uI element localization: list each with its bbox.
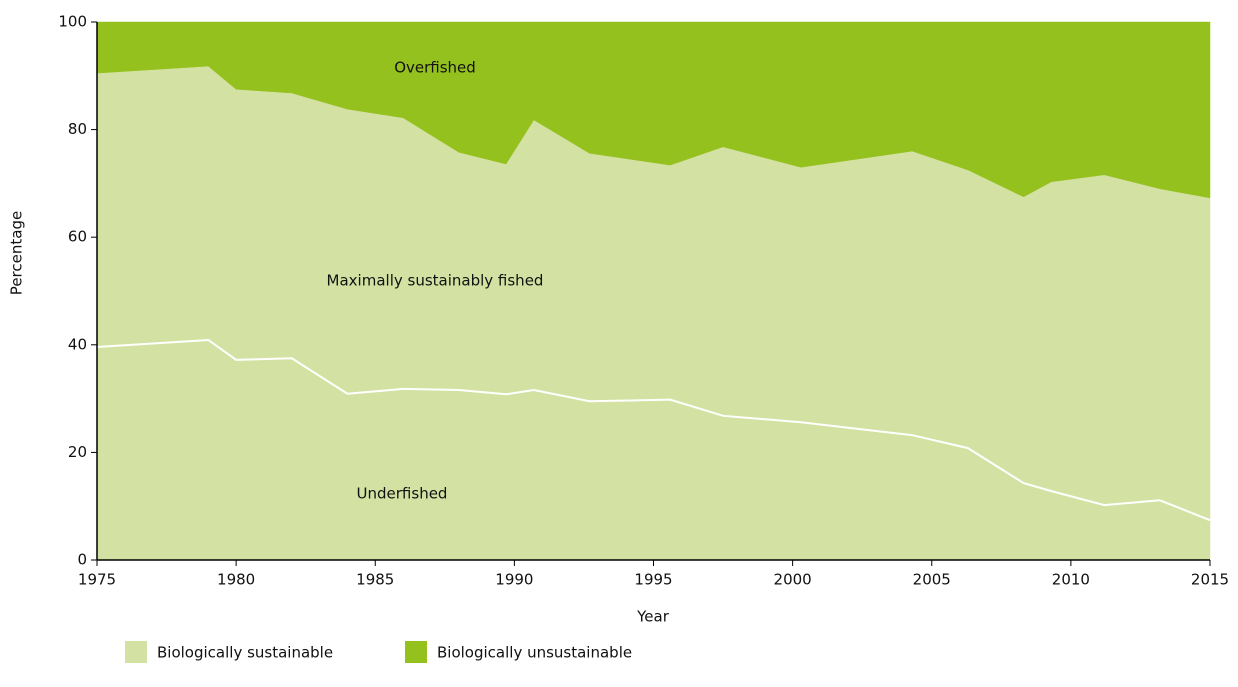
y-tick-label: 60 bbox=[68, 228, 87, 246]
boundary-line bbox=[96, 338, 1211, 522]
legend-swatch bbox=[405, 641, 427, 663]
x-tick-label: 2005 bbox=[913, 571, 951, 589]
y-tick-label: 20 bbox=[68, 443, 87, 461]
x-tick-label: 1985 bbox=[356, 571, 394, 589]
x-tick-label: 1995 bbox=[634, 571, 672, 589]
x-axis-title: Year bbox=[636, 608, 670, 626]
y-tick-label: 0 bbox=[77, 551, 87, 569]
x-tick-label: 2015 bbox=[1191, 571, 1229, 589]
area-label: Overfished bbox=[394, 59, 476, 77]
area-label: Underfished bbox=[357, 485, 448, 503]
y-tick-label: 40 bbox=[68, 335, 87, 353]
y-tick-label: 100 bbox=[58, 13, 87, 31]
y-tick-label: 80 bbox=[68, 120, 87, 138]
x-tick-label: 2010 bbox=[1052, 571, 1090, 589]
x-tick-label: 1980 bbox=[217, 571, 255, 589]
x-tick-label: 2000 bbox=[774, 571, 812, 589]
y-axis-title: Percentage bbox=[8, 211, 26, 295]
legend-swatch bbox=[125, 641, 147, 663]
area-label: Maximally sustainably fished bbox=[327, 272, 544, 290]
legend-label: Biologically unsustainable bbox=[437, 644, 632, 662]
x-tick-label: 1990 bbox=[495, 571, 533, 589]
legend-label: Biologically sustainable bbox=[157, 644, 333, 662]
area bbox=[96, 21, 1211, 199]
x-tick-label: 1975 bbox=[78, 571, 116, 589]
